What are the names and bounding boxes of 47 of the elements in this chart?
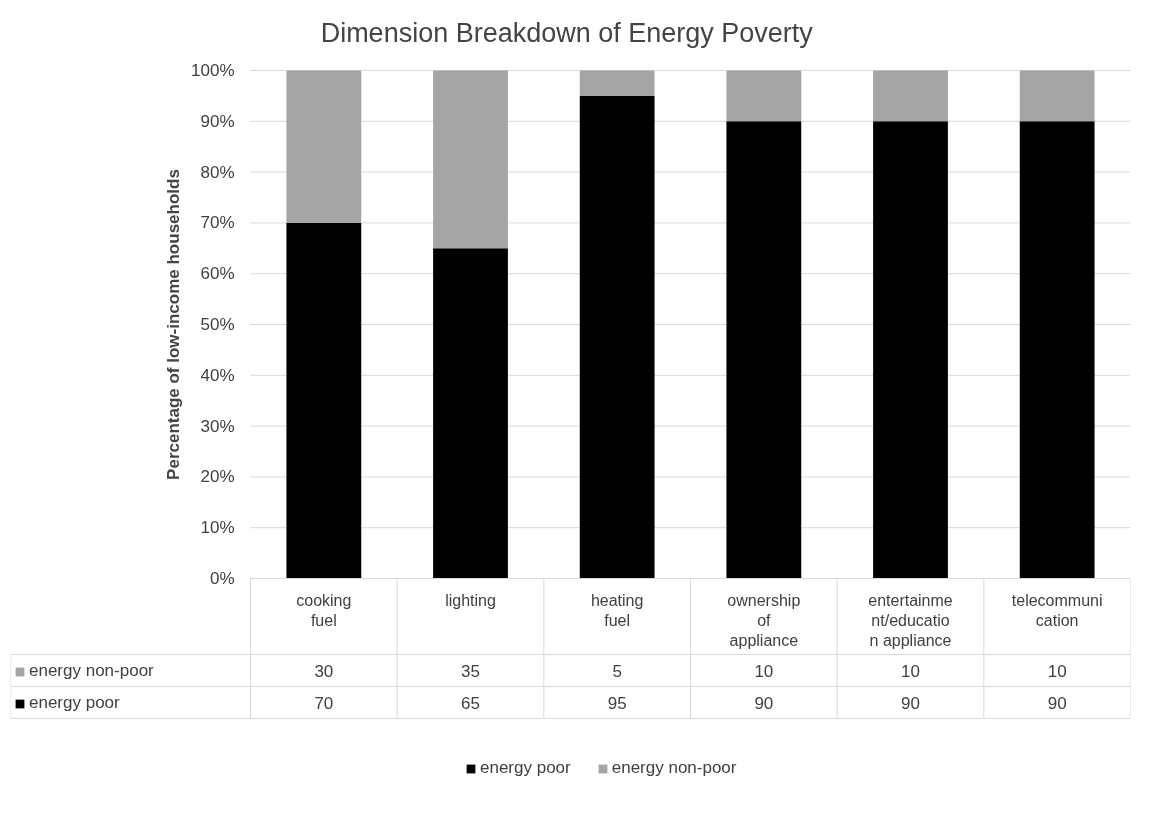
bar xyxy=(1019,121,1095,579)
text: energy poor xyxy=(29,693,120,712)
y-tick-label: 100% xyxy=(191,61,235,80)
data-label: 90 xyxy=(754,693,774,713)
y-axis-title: Percentage of low-income households xyxy=(164,169,184,480)
chart-title: Dimension Breakdown of Energy Poverty xyxy=(320,17,814,48)
bar xyxy=(286,222,362,579)
bar xyxy=(579,95,655,579)
bar xyxy=(726,121,802,579)
bar xyxy=(873,121,948,579)
bar xyxy=(579,70,655,96)
data-label: 65 xyxy=(461,693,480,713)
x-tick-label: lighting xyxy=(445,591,496,609)
y-tick-label: 30% xyxy=(200,416,235,436)
x-tick-label: cooking fuel xyxy=(296,591,352,629)
bar xyxy=(873,70,948,122)
data-label: 10 xyxy=(901,661,920,681)
y-tick-label: 90% xyxy=(200,111,235,131)
y-tick-label: 60% xyxy=(200,264,235,284)
bar xyxy=(433,248,508,579)
data-label: 30 xyxy=(314,661,334,681)
x-tick-label: heating fuel xyxy=(590,591,644,629)
bar xyxy=(433,70,508,249)
y-tick-label: 20% xyxy=(200,467,235,487)
legend-label: energy non-poor xyxy=(29,660,154,682)
data-label: 5 xyxy=(612,661,622,681)
data-label: 10 xyxy=(1047,661,1067,681)
data-label: 90 xyxy=(1047,693,1067,713)
y-tick-label: 40% xyxy=(200,365,235,385)
x-tick-label: telecommunication xyxy=(1011,591,1103,629)
x-tick-label: entertainment/education appliance xyxy=(868,591,953,650)
text: energy non-poor xyxy=(611,758,737,777)
y-tick-label: 10% xyxy=(200,518,235,538)
legend-label: energy poor xyxy=(480,758,571,778)
data-label: 10 xyxy=(754,661,774,681)
bar xyxy=(1019,70,1095,122)
bar xyxy=(286,70,362,223)
data-label: 95 xyxy=(607,693,627,713)
data-label: 70 xyxy=(314,693,334,713)
y-tick-label: 0% xyxy=(209,569,235,588)
y-tick-label: 80% xyxy=(200,162,235,182)
x-tick-label: ownership of appliance xyxy=(727,591,801,650)
y-tick-label: 70% xyxy=(200,213,235,233)
bar xyxy=(726,70,802,122)
data-label: 35 xyxy=(461,661,480,681)
data-label: 90 xyxy=(901,693,920,713)
y-tick-label: 50% xyxy=(200,315,235,334)
